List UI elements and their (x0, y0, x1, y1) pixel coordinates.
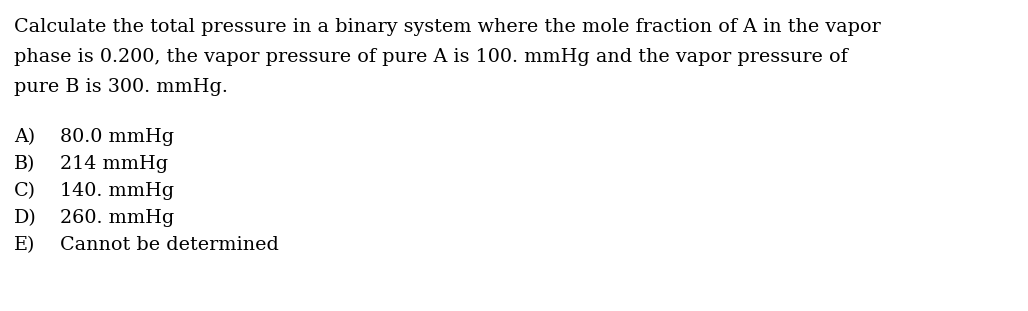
Text: B): B) (14, 155, 35, 173)
Text: E): E) (14, 236, 35, 254)
Text: pure B is 300. mmHg.: pure B is 300. mmHg. (14, 78, 228, 96)
Text: D): D) (14, 209, 37, 227)
Text: 80.0 mmHg: 80.0 mmHg (60, 128, 174, 146)
Text: Calculate the total pressure in a binary system where the mole fraction of A in : Calculate the total pressure in a binary… (14, 18, 881, 36)
Text: C): C) (14, 182, 36, 200)
Text: Cannot be determined: Cannot be determined (60, 236, 279, 254)
Text: phase is 0.200, the vapor pressure of pure A is 100. mmHg and the vapor pressure: phase is 0.200, the vapor pressure of pu… (14, 48, 848, 66)
Text: 214 mmHg: 214 mmHg (60, 155, 169, 173)
Text: A): A) (14, 128, 35, 146)
Text: 260. mmHg: 260. mmHg (60, 209, 175, 227)
Text: 140. mmHg: 140. mmHg (60, 182, 174, 200)
